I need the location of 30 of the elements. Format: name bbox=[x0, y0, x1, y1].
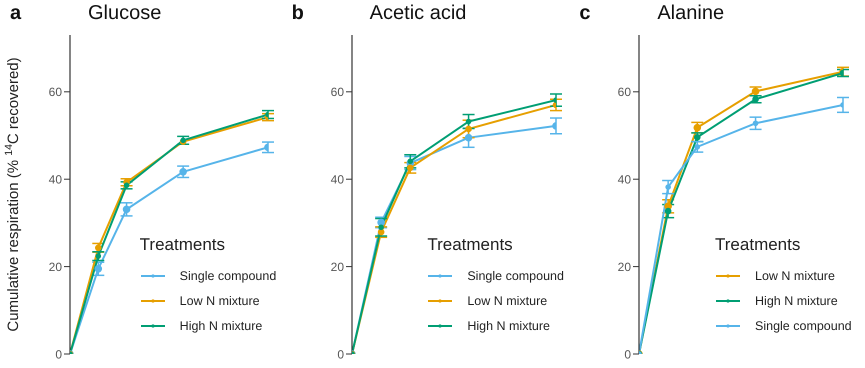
legend-label: Low N mixture bbox=[467, 294, 548, 308]
y-tick-label: 60 bbox=[618, 85, 632, 100]
legend-label: High N mixture bbox=[180, 318, 262, 332]
legend-label: Single compound bbox=[467, 268, 564, 282]
legend-label: Low N mixture bbox=[755, 268, 835, 282]
y-tick-label: 40 bbox=[618, 172, 632, 186]
y-tick-label: 0 bbox=[624, 347, 632, 362]
legend-title: Treatments bbox=[427, 235, 514, 255]
y-tick-label: 20 bbox=[48, 260, 62, 274]
y-tick-label: 60 bbox=[48, 85, 62, 100]
legend-label: Low N mixture bbox=[180, 294, 260, 308]
y-tick-label: 40 bbox=[330, 172, 344, 186]
text: a bbox=[10, 2, 22, 24]
y-tick-label: 20 bbox=[618, 260, 632, 274]
legend-label: High N mixture bbox=[467, 318, 550, 332]
legend-title: Treatments bbox=[140, 235, 226, 255]
legend-label: Single compound bbox=[180, 268, 276, 282]
chart-title: Acetic acid bbox=[370, 2, 466, 25]
y-tick-label: 20 bbox=[330, 260, 344, 274]
chart-title: Alanine bbox=[657, 2, 724, 25]
y-tick-label: 40 bbox=[48, 172, 62, 186]
chart-title: Glucose bbox=[88, 2, 162, 25]
legend-label: High N mixture bbox=[755, 294, 838, 308]
legend-label: Single compound bbox=[755, 318, 852, 332]
y-tick-label: 60 bbox=[330, 85, 344, 100]
y-tick-label: 0 bbox=[336, 347, 344, 362]
text: c bbox=[579, 2, 590, 24]
y-tick-label: 0 bbox=[55, 347, 62, 362]
text: b bbox=[292, 2, 304, 24]
legend-title: Treatments bbox=[715, 235, 802, 255]
